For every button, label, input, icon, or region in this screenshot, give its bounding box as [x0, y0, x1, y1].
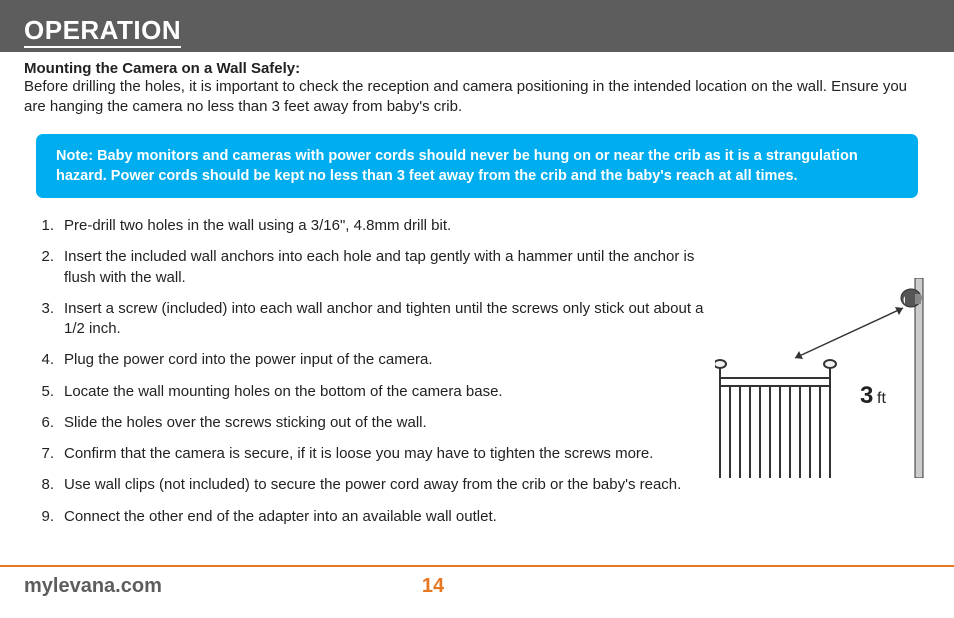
- steps-list: Pre-drill two holes in the wall using a …: [24, 216, 705, 538]
- step-item: Plug the power cord into the power input…: [50, 350, 705, 370]
- note-text: Note: Baby monitors and cameras with pow…: [56, 146, 898, 187]
- page-title: OPERATION: [24, 15, 181, 48]
- footer-url: mylevana.com: [24, 575, 162, 598]
- subtitle: Mounting the Camera on a Wall Safely:: [24, 60, 930, 77]
- footer-rule: [0, 565, 954, 567]
- step-item: Insert the included wall anchors into ea…: [50, 247, 705, 288]
- distance-value: 3: [860, 382, 873, 409]
- intro-text: Before drilling the holes, it is importa…: [24, 77, 930, 118]
- note-box: Note: Baby monitors and cameras with pow…: [36, 134, 918, 199]
- header-bar: OPERATION: [0, 0, 954, 52]
- step-item: Insert a screw (included) into each wall…: [50, 299, 705, 340]
- step-item: Locate the wall mounting holes on the bo…: [50, 382, 705, 402]
- step-item: Pre-drill two holes in the wall using a …: [50, 216, 705, 236]
- step-item: Connect the other end of the adapter int…: [50, 507, 705, 527]
- crib-diagram: 3 ft: [715, 278, 930, 478]
- step-item: Slide the holes over the screws sticking…: [50, 413, 705, 433]
- step-item: Confirm that the camera is secure, if it…: [50, 444, 705, 464]
- main-row: Pre-drill two holes in the wall using a …: [24, 216, 930, 538]
- page-number: 14: [422, 575, 444, 598]
- distance-unit: ft: [877, 390, 886, 407]
- content-area: Mounting the Camera on a Wall Safely: Be…: [0, 52, 954, 538]
- footer: mylevana.com 14: [0, 565, 954, 618]
- step-item: Use wall clips (not included) to secure …: [50, 475, 705, 495]
